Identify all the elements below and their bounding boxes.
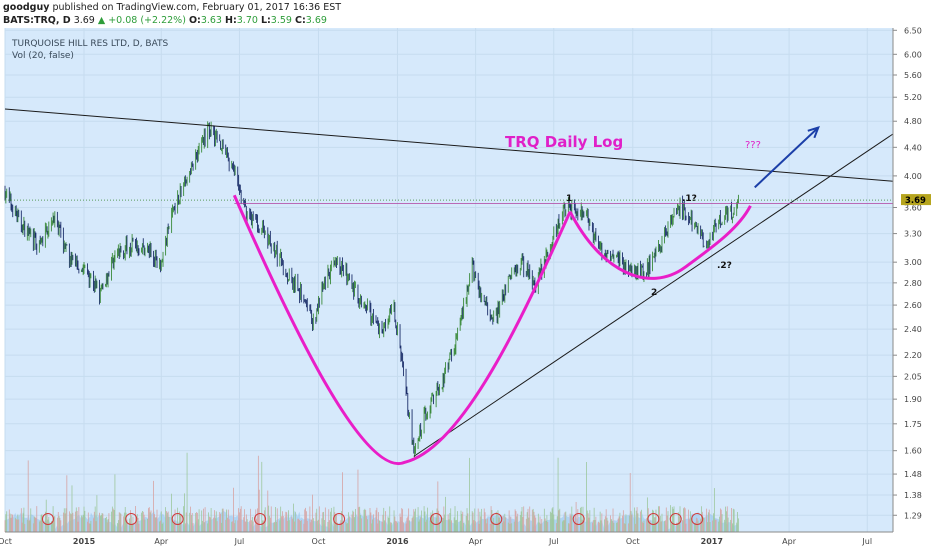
x-tick-label-3: Jul (234, 537, 245, 546)
quote-line: BATS:TRQ, D 3.69 ▲ +0.08 (+2.22%) O:3.63… (3, 15, 327, 26)
breakout-arrow (754, 126, 819, 189)
earnings-marker-icon-9 (669, 513, 682, 525)
x-tick-label-7: Jul (548, 537, 559, 546)
y-tick-label-7: 3.60 (904, 203, 922, 212)
price-axis[interactable]: 6.50 6.00 5.60 5.20 4.80 4.40 4.00 3.60 3.30 3.00… (892, 24, 932, 536)
x-tick-label-4: Oct (312, 537, 326, 546)
up-triangle-icon: ▲ (97, 15, 106, 26)
y-tick-label-10: 2.80 (904, 279, 922, 288)
y-tick-label-9: 3.00 (904, 258, 922, 267)
y-tick-label-14: 2.05 (904, 372, 922, 381)
peak-1-label: 1 (566, 194, 572, 204)
ascending-support-line (413, 133, 894, 457)
trendlines (4, 108, 894, 457)
arrow-head-icon (807, 125, 820, 139)
peak-1q-label: .1? (682, 194, 697, 204)
y-tick-label-5: 4.40 (904, 143, 922, 152)
question-annotation: ??? (745, 140, 761, 151)
svg-text:3.69: 3.69 (905, 196, 926, 206)
y-tick-label-12: 2.40 (904, 325, 922, 334)
plot-background[interactable] (5, 28, 893, 532)
x-tick-label-2: Apr (154, 537, 169, 546)
y-tick-label-19: 1.38 (904, 491, 922, 500)
x-tick-label-9: 2017 (701, 537, 723, 546)
x-tick-label-5: 2016 (386, 537, 409, 546)
close-value: 3.69 (305, 15, 327, 26)
earnings-marker-icon-4 (333, 513, 346, 525)
time-axis[interactable]: Oct 2015 Apr Jul Oct 2016 Apr Jul Oct 2017 Apr Jul (0, 531, 932, 550)
descending-resistance-line (4, 108, 894, 182)
y-tick-label-4: 4.80 (904, 117, 922, 126)
event-markers (41, 513, 704, 525)
x-tick-label-6: Apr (469, 537, 484, 546)
y-tick-label-0: 6.50 (904, 26, 922, 35)
volume-bars (4, 452, 739, 532)
publish-line: goodguy published on TradingView.com, Fe… (3, 2, 341, 13)
chart-annotation-title: TRQ Daily Log (505, 133, 623, 151)
open-value: 3.63 (200, 15, 222, 26)
last-price-tag: 3.69 (901, 194, 931, 206)
x-tick-label-11: Jul (861, 537, 872, 546)
y-tick-label-11: 2.60 (904, 301, 922, 310)
y-tick-label-15: 1.90 (904, 395, 922, 404)
symbol-label[interactable]: BATS:TRQ, D (3, 15, 71, 26)
y-tick-label-17: 1.60 (904, 447, 922, 456)
volume-title: Vol (20, false) (12, 51, 74, 61)
earnings-marker-icon-5 (430, 513, 443, 525)
high-value: 3.70 (236, 15, 258, 26)
x-tick-label-0: Oct (0, 537, 12, 546)
trough-2-label: 2 (651, 288, 657, 298)
y-tick-label-2: 5.60 (904, 71, 922, 80)
earnings-marker-icon-7 (572, 513, 585, 525)
low-label: L: (260, 15, 271, 26)
y-tick-label-13: 2.20 (904, 351, 922, 360)
last-price: 3.69 (73, 15, 95, 26)
x-tick-label-8: Oct (626, 537, 640, 546)
high-label: H: (225, 15, 237, 26)
author-name[interactable]: goodguy (3, 2, 50, 13)
earnings-marker-icon-2 (171, 513, 184, 525)
volume-ma-area (5, 510, 739, 532)
published-text: published on TradingView.com, February 0… (52, 2, 342, 13)
earnings-marker-icon-6 (490, 513, 503, 525)
earnings-marker-icon-8 (647, 513, 660, 525)
low-value: 3.59 (270, 15, 292, 26)
trough-2q-label: .2? (717, 261, 732, 271)
handle-curve (568, 205, 752, 280)
earnings-marker-icon-10 (691, 513, 704, 525)
y-tick-label-20: 1.29 (904, 511, 922, 520)
earnings-marker-icon-0 (41, 513, 54, 525)
close-label: C: (294, 15, 306, 26)
y-tick-label-16: 1.75 (904, 420, 922, 429)
price-axis-bg (893, 24, 932, 536)
open-label: O: (188, 15, 201, 26)
earnings-marker-icon-3 (254, 513, 267, 525)
y-tick-label-6: 4.00 (904, 172, 922, 181)
time-axis-bg (0, 532, 932, 550)
x-tick-label-1: 2015 (73, 537, 96, 546)
y-tick-label-3: 5.20 (904, 93, 922, 102)
cup-curve (232, 194, 572, 466)
x-tick-label-10: Apr (782, 537, 797, 546)
y-tick-label-1: 6.00 (904, 50, 922, 59)
earnings-marker-icon-1 (125, 513, 138, 525)
y-tick-label-18: 1.48 (904, 470, 922, 479)
series-title: TURQUOISE HILL RES LTD, D, BATS (11, 39, 169, 49)
price-change: +0.08 (+2.22%) (108, 15, 186, 26)
y-tick-label-8: 3.30 (904, 230, 922, 239)
